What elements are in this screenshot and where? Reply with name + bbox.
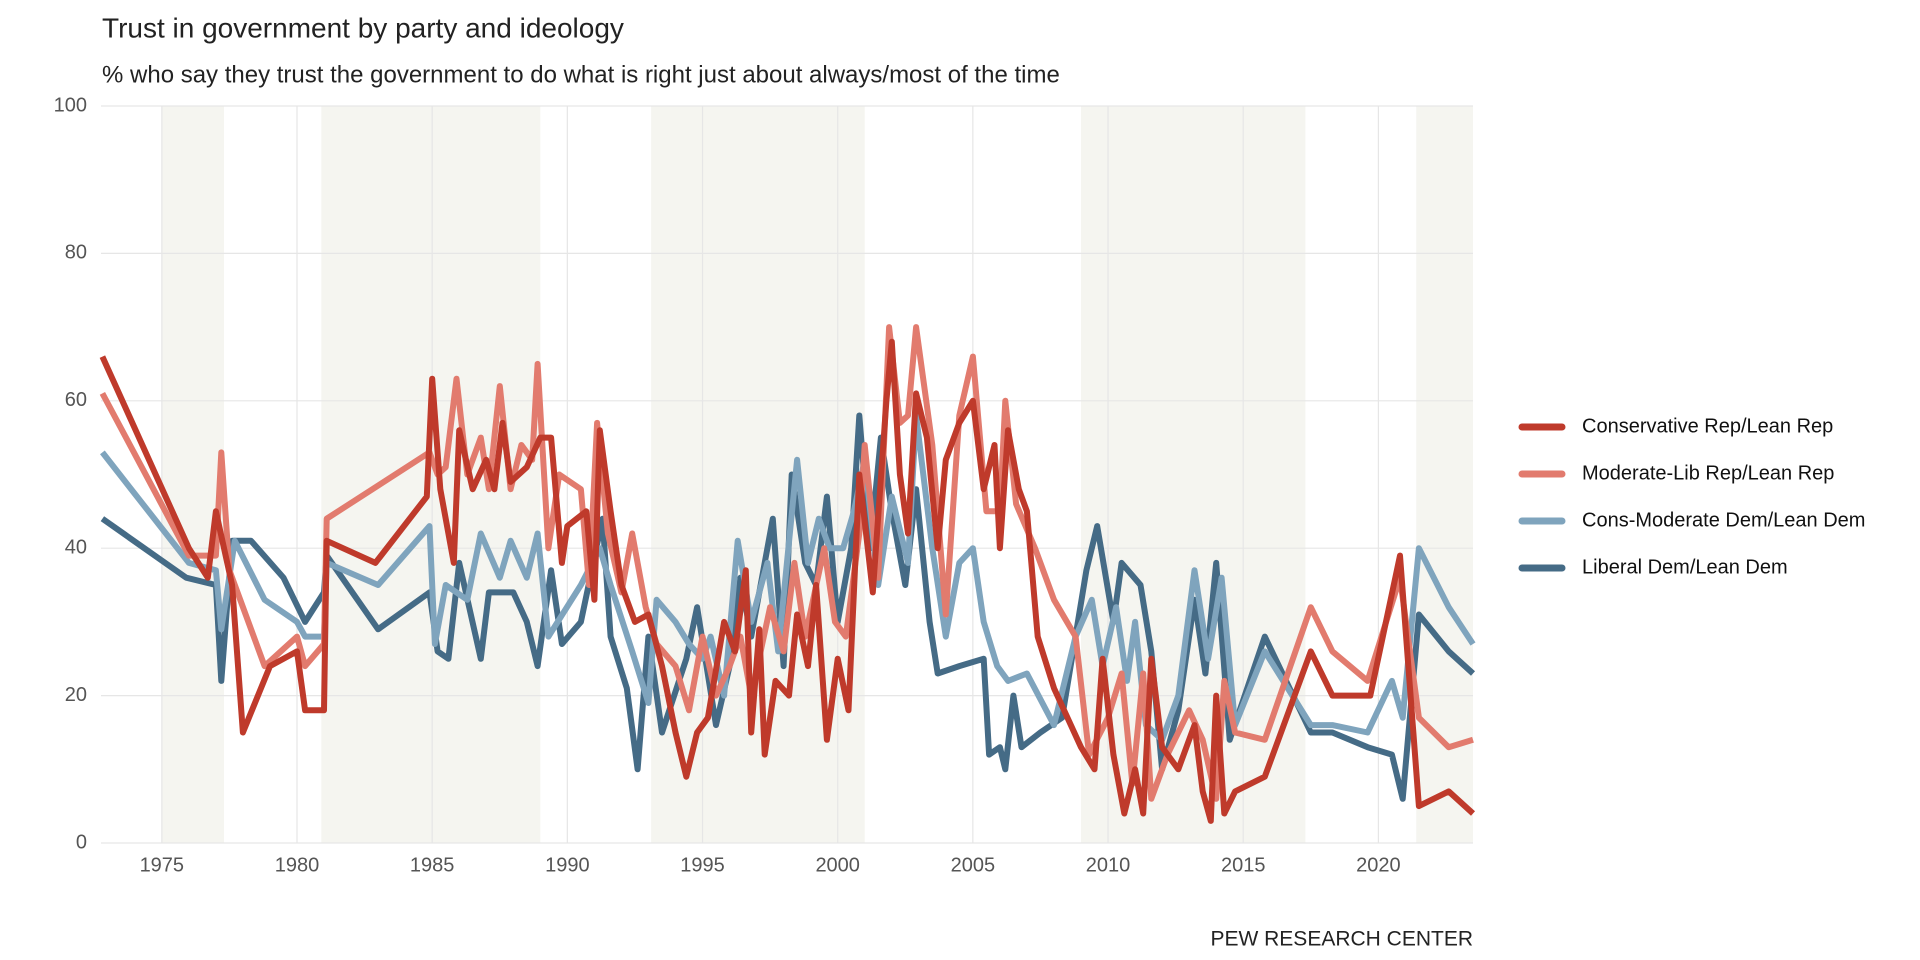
chart-title: Trust in government by party and ideolog…: [102, 12, 624, 43]
x-tick-label: 2020: [1356, 854, 1401, 876]
y-tick-label: 60: [65, 389, 87, 411]
source: PEW RESEARCH CENTER: [1210, 928, 1473, 951]
x-tick-label: 1980: [275, 854, 320, 876]
y-tick-label: 40: [65, 536, 87, 558]
chart-subtitle: % who say they trust the government to d…: [102, 61, 1060, 88]
x-tick-label: 2000: [815, 854, 860, 876]
series-line: [99, 338, 1476, 824]
shaded-period: [651, 106, 865, 843]
x-tick-label: 2015: [1221, 854, 1266, 876]
y-tick-label: 0: [76, 831, 87, 853]
y-tick-label: 100: [54, 94, 87, 116]
legend-label: Cons-Moderate Dem/Lean Dem: [1582, 509, 1865, 531]
x-tick-label: 2010: [1086, 854, 1131, 876]
series-line: [100, 412, 1476, 743]
legend-label: Liberal Dem/Lean Dem: [1582, 556, 1788, 578]
legend-label: Conservative Rep/Lean Rep: [1582, 415, 1833, 437]
legend-label: Moderate-Lib Rep/Lean Rep: [1582, 462, 1834, 484]
shaded-period: [321, 106, 541, 843]
y-tick-label: 20: [65, 684, 87, 706]
shaded-period: [1416, 106, 1473, 843]
x-tick-label: 1995: [680, 854, 725, 876]
shaded-period: [161, 106, 225, 843]
x-tick-label: 1975: [140, 854, 185, 876]
series-line: [100, 412, 1476, 802]
x-tick-label: 2005: [951, 854, 996, 876]
y-tick-label: 80: [65, 242, 87, 264]
x-tick-label: 1985: [410, 854, 455, 876]
x-tick-label: 1990: [545, 854, 590, 876]
